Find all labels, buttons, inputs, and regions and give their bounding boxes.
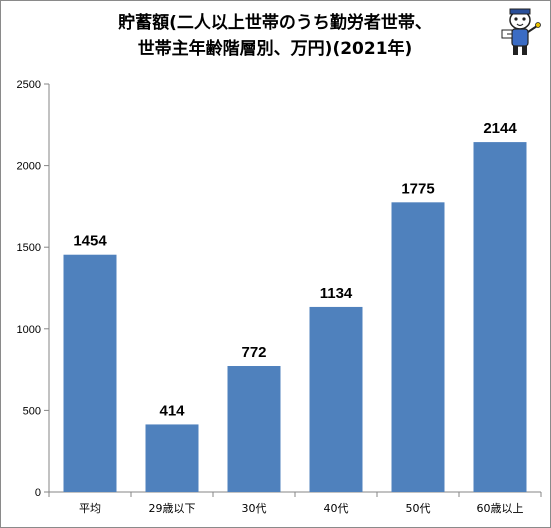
chart-title: 貯蓄額(二人以上世帯のうち勤労者世帯、 世帯主年齢階層別、万円)(2021年) (40, 10, 510, 62)
y-tick-label: 2500 (17, 79, 41, 91)
chart-title-line-1: 貯蓄額(二人以上世帯のうち勤労者世帯、 (118, 13, 432, 33)
mascot-icon (501, 8, 541, 55)
x-tick-label: 60歳以上 (477, 502, 524, 515)
y-tick-label: 500 (23, 405, 41, 417)
data-labels: 1454 414 772 1134 1775 2144 (73, 120, 517, 419)
x-tick-label: 30代 (242, 502, 267, 515)
x-tick-label: 50代 (406, 502, 431, 515)
data-label: 2144 (483, 120, 517, 137)
chart-title-line-2: 世帯主年齢階層別、万円)(2021年) (137, 39, 413, 59)
data-label: 772 (241, 344, 266, 361)
bar (227, 366, 281, 492)
y-axis: 0 500 1000 1500 2000 2500 (17, 79, 50, 499)
data-label: 1454 (73, 233, 107, 250)
bar (391, 202, 445, 492)
data-label: 414 (159, 402, 185, 419)
y-tick-label: 1500 (17, 242, 41, 254)
bar (63, 254, 117, 492)
x-tick-label: 29歳以下 (149, 502, 196, 515)
bar (309, 306, 363, 492)
bar (145, 424, 199, 492)
x-tick-label: 平均 (79, 502, 101, 515)
data-label: 1134 (320, 285, 353, 302)
bar (473, 142, 527, 493)
y-tick-label: 0 (35, 487, 41, 499)
y-tick-label: 1000 (17, 324, 41, 336)
x-tick-label: 40代 (324, 502, 349, 515)
x-axis: 平均 29歳以下 30代 40代 50代 60歳以上 (48, 491, 542, 515)
data-label: 1775 (401, 180, 434, 197)
y-tick-label: 2000 (17, 161, 41, 173)
bars (63, 142, 527, 493)
